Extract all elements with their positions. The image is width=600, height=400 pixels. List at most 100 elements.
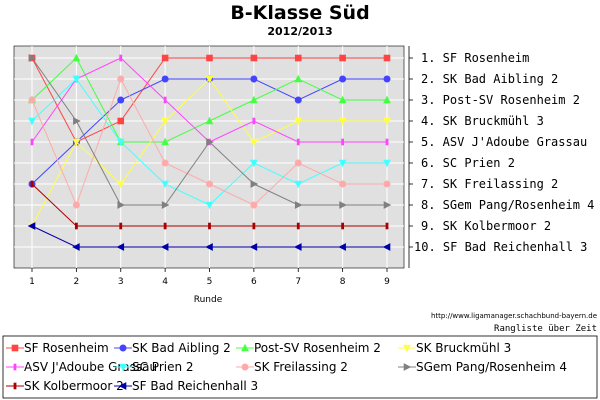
series-6 (28, 75, 391, 210)
legend-label-3: Post-SV Rosenheim 2 (254, 341, 381, 355)
series-8-point-1 (28, 54, 37, 62)
series-1-point-3 (117, 117, 125, 125)
legend-item-9: SK Kolbermoor 2 (6, 379, 124, 393)
chart-title: B-Klasse Süd (230, 2, 369, 24)
legend-item-3: Post-SV Rosenheim 2 (236, 341, 381, 355)
series-6-point-9 (383, 159, 391, 168)
legend-label-4: SK Bruckmühl 3 (416, 341, 511, 355)
series-6-point-4 (161, 180, 170, 189)
legend-label-5: ASV J'Adoube Grassau (24, 360, 157, 374)
series-5-point-1 (30, 138, 34, 146)
series-7-point-7 (294, 159, 302, 167)
series-6-point-5 (205, 201, 214, 210)
legend-label-1: SF Rosenheim (24, 341, 109, 355)
legend-label-8: SGem Pang/Rosenheim 4 (416, 360, 567, 374)
series-1-point-6 (250, 54, 258, 62)
legend-item-8: SGem Pang/Rosenheim 4 (398, 360, 567, 374)
series-8-point-3 (117, 201, 126, 209)
series-7-point-4 (161, 159, 169, 167)
rank-label-9: 9. SK Kolbermoor 2 (421, 219, 551, 233)
legend-swatch-marker-10 (118, 382, 127, 390)
series-10-point-9 (382, 243, 391, 251)
series-7-point-2 (72, 201, 80, 209)
legend-item-2: SK Bad Aibling 2 (114, 341, 231, 355)
x-tick-label-1: 1 (29, 277, 35, 287)
series-4-point-4 (161, 117, 170, 126)
series-9-point-6 (252, 222, 256, 230)
series-6-point-2 (72, 75, 81, 84)
series-6-point-1 (28, 117, 36, 126)
chart-subtitle: 2012/2013 (267, 25, 332, 38)
series-8 (28, 54, 392, 209)
series-3-point-6 (249, 95, 258, 104)
series-4-point-8 (338, 117, 347, 126)
series-9-point-4 (163, 222, 167, 230)
series-4-point-9 (383, 117, 391, 126)
series-1-point-9 (383, 54, 391, 62)
legend-swatch-marker-6 (119, 363, 127, 372)
series-8-point-6 (250, 180, 259, 188)
x-axis-ticks: 1 2 3 4 5 6 7 8 9 (29, 268, 390, 287)
series-1-point-7 (294, 54, 302, 62)
series-1-point-4 (161, 54, 169, 62)
series-4-point-5 (205, 75, 214, 84)
x-tick-label-7: 7 (295, 277, 301, 287)
series-2-point-9 (383, 75, 391, 83)
series-8-point-2 (73, 117, 81, 125)
series-1-point-5 (206, 54, 213, 62)
chart-caption: Rangliste über Zeit (494, 324, 597, 334)
series-10-point-3 (116, 243, 125, 251)
series-7-point-6 (250, 201, 258, 209)
rank-label-1: 1. SF Rosenheim (421, 51, 529, 65)
legend-item-6: SC Prien 2 (114, 360, 194, 374)
series-7-point-5 (206, 180, 213, 188)
series-10-point-8 (338, 243, 346, 251)
legend-swatch-marker-8 (403, 363, 412, 371)
series-9-point-1 (30, 180, 34, 188)
legend-swatch-marker-7 (241, 363, 249, 371)
series-9-point-3 (119, 222, 123, 230)
series-7-point-8 (339, 180, 347, 188)
legend-item-1: SF Rosenheim (6, 341, 109, 355)
x-tick-label-6: 6 (251, 277, 257, 287)
legend-swatch-marker-5 (13, 363, 17, 371)
series-5-point-6 (252, 117, 256, 125)
legend-label-6: SC Prien 2 (132, 360, 194, 374)
rank-label-6: 6. SC Prien 2 (421, 156, 515, 170)
x-tick-label-9: 9 (384, 277, 390, 287)
legend-item-10: SF Bad Reichenhall 3 (114, 379, 258, 393)
series-7 (28, 75, 391, 209)
series-5-point-3 (119, 54, 123, 62)
series-group (27, 53, 392, 251)
series-9-point-8 (341, 222, 345, 230)
series-5-point-8 (341, 138, 345, 146)
series-9-point-7 (296, 222, 300, 230)
x-tick-label-2: 2 (74, 277, 80, 287)
series-9-point-2 (74, 222, 78, 230)
legend-swatch-marker-2 (119, 344, 127, 352)
series-3-point-9 (383, 95, 391, 104)
series-9-point-9 (385, 222, 389, 230)
rank-label-3: 3. Post-SV Rosenheim 2 (421, 93, 580, 107)
series-10-point-1 (27, 222, 36, 230)
x-tick-label-8: 8 (340, 277, 346, 287)
series-7-point-3 (117, 75, 125, 83)
series-7-point-9 (383, 180, 391, 188)
series-9 (30, 180, 389, 230)
legend-swatch-marker-1 (11, 344, 19, 352)
series-8-point-4 (161, 201, 170, 209)
series-3-point-2 (72, 53, 81, 62)
legend-label-2: SK Bad Aibling 2 (132, 341, 231, 355)
series-2-point-4 (161, 75, 169, 83)
legend-label-9: SK Kolbermoor 2 (24, 379, 124, 393)
series-3-point-4 (161, 137, 170, 146)
series-10 (27, 222, 391, 251)
series-2-point-6 (250, 75, 258, 83)
series-7-point-1 (28, 96, 36, 104)
series-6-point-7 (294, 180, 303, 189)
legend-box (2, 335, 598, 399)
series-3-point-8 (338, 95, 347, 104)
legend-item-4: SK Bruckmühl 3 (398, 341, 511, 355)
series-5-point-7 (296, 138, 300, 146)
